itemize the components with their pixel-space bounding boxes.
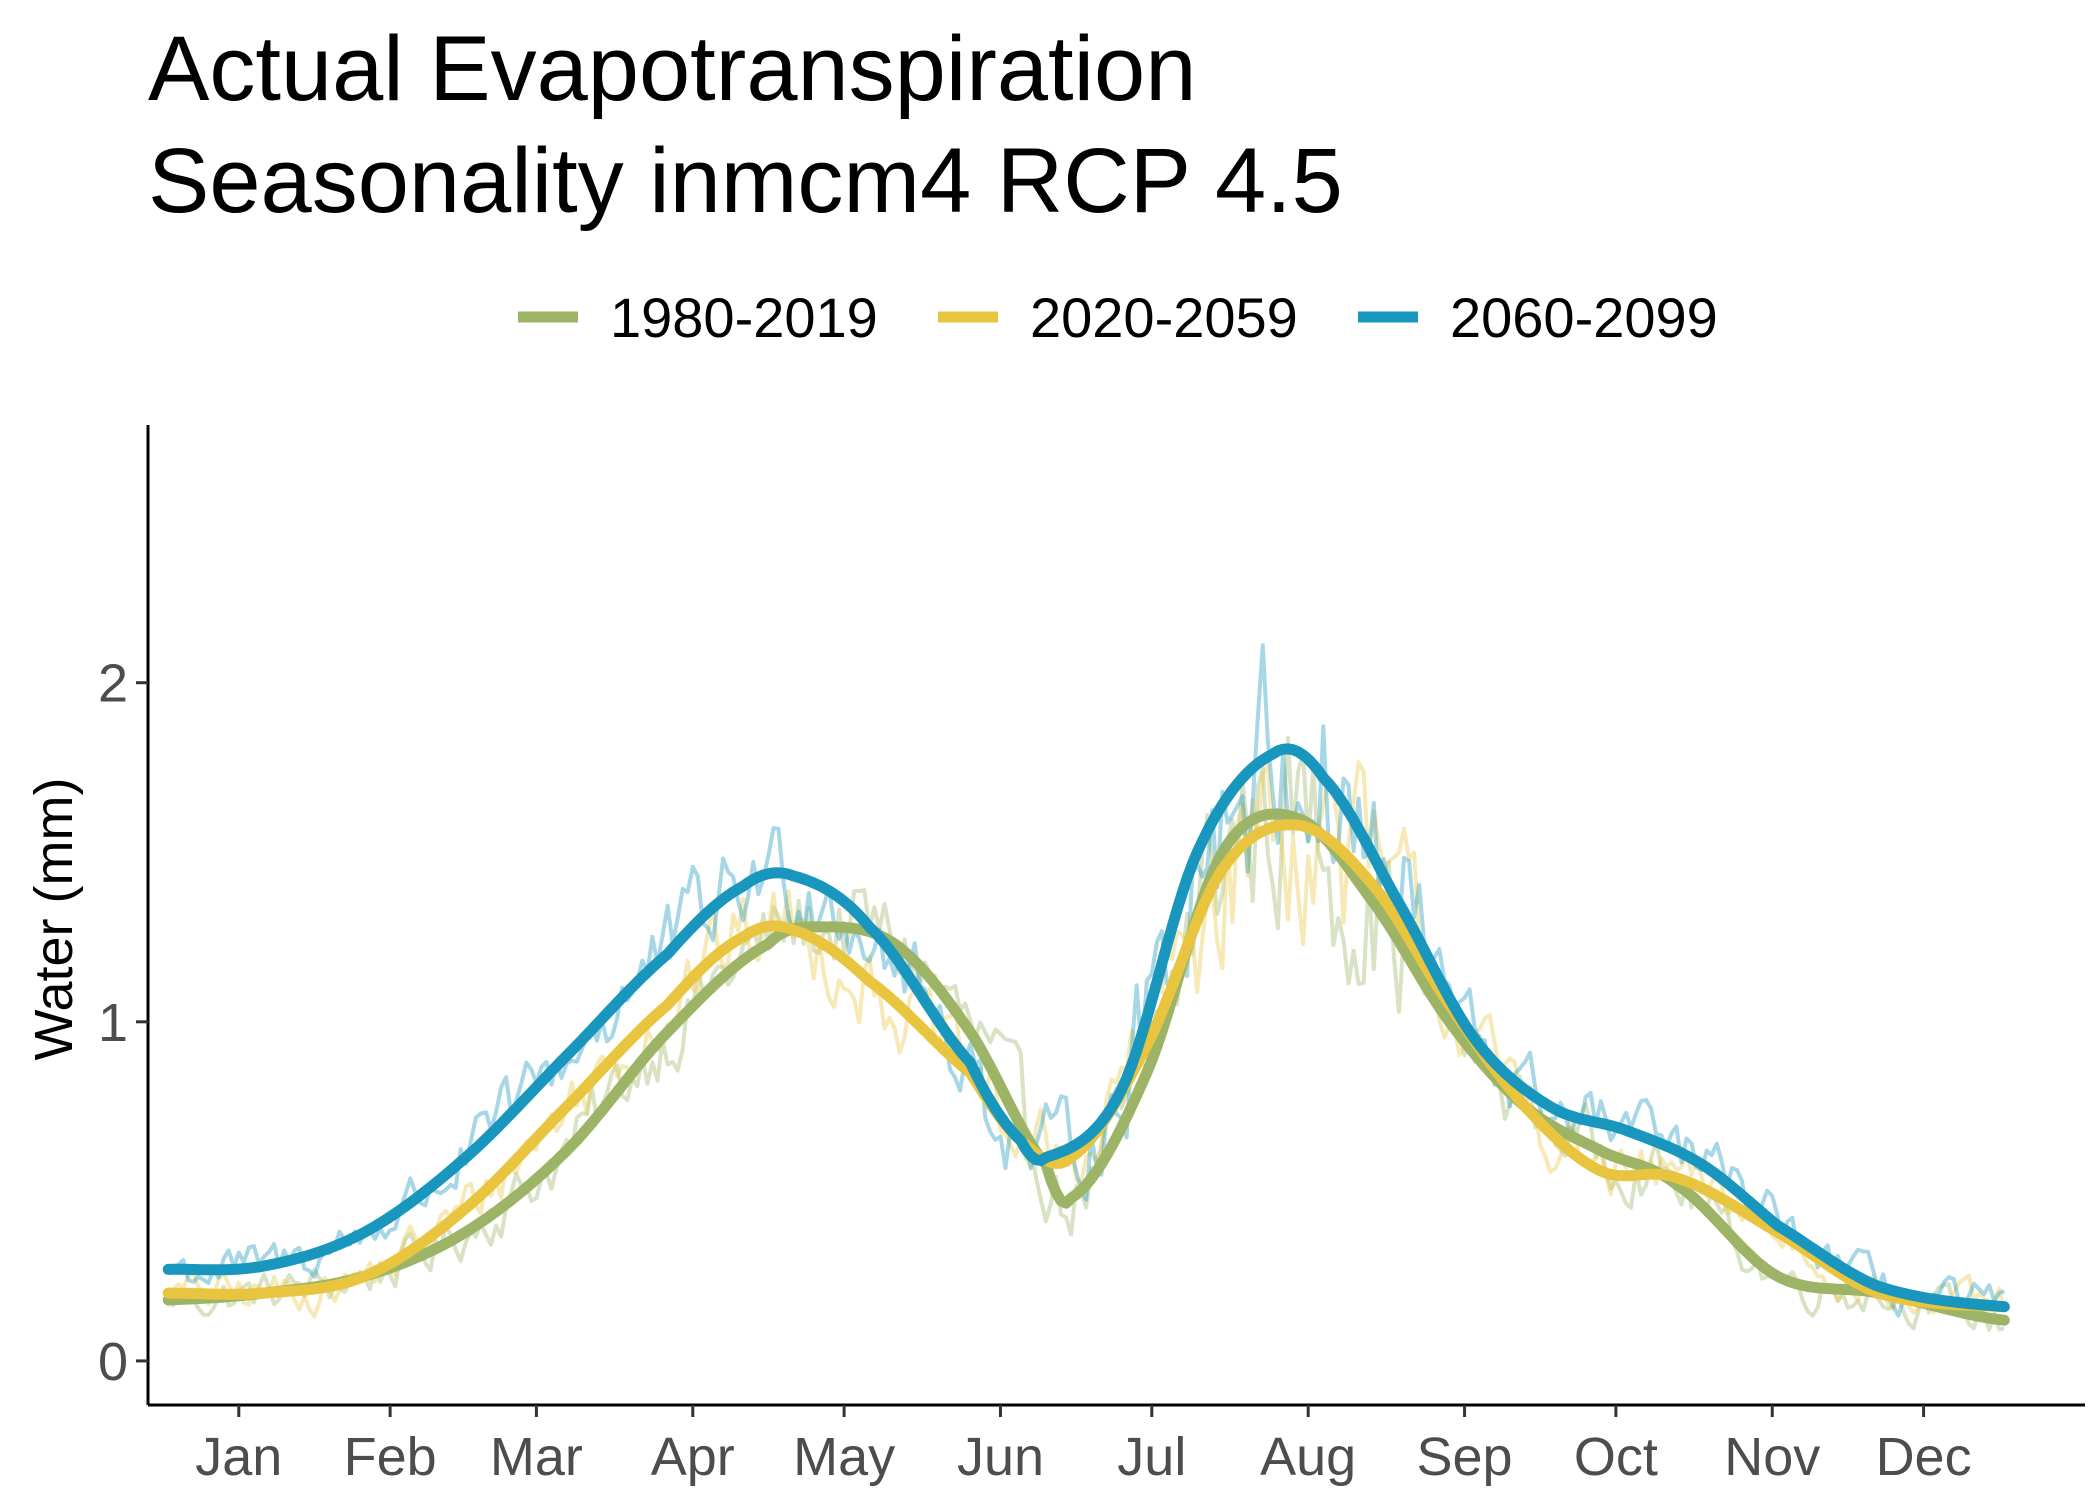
x-tick-label: Apr [651,1427,735,1487]
y-tick-label: 2 [98,654,128,714]
legend-label: 2020-2059 [1030,286,1298,349]
chart-title-line-2: Seasonality inmcm4 RCP 4.5 [148,130,1343,232]
y-axis-title: Water (mm) [24,778,84,1061]
y-tick-label: 1 [98,993,128,1053]
axes: 0 1 2 Jan Feb Mar Apr May Jun Jul Aug Sep Oct Nov Dec [98,425,2085,1487]
series-line-1980-2019 [162,808,2010,1326]
x-tick-label: Aug [1260,1427,1356,1487]
x-tick-label: Dec [1876,1427,1972,1487]
legend-label: 1980-2019 [610,286,878,349]
legend-item-2020-2059: 2020-2059 [938,286,1298,349]
x-tick-label: Jun [957,1427,1044,1487]
x-tick-label: Jan [195,1427,282,1487]
x-tick-label: Oct [1574,1427,1658,1487]
legend-item-1980-2019: 1980-2019 [518,286,878,349]
x-tick-label: May [793,1427,895,1487]
x-tick-label: Sep [1417,1427,1513,1487]
x-tick-label: Feb [344,1427,437,1487]
legend: 1980-2019 2020-2059 2060-2099 [518,286,1718,349]
y-tick-label: 0 [98,1332,128,1392]
chart-title-line-1: Actual Evapotranspiration [148,18,1196,120]
x-tick-label: Jul [1117,1427,1186,1487]
x-tick-label: Nov [1724,1427,1820,1487]
x-tick-label: Mar [490,1427,583,1487]
smoothed-series [162,743,2010,1326]
chart-title: Actual Evapotranspiration Seasonality in… [148,18,1343,232]
legend-item-2060-2099: 2060-2099 [1358,286,1718,349]
legend-label: 2060-2099 [1450,286,1718,349]
series-line-2060-2099 [162,743,2010,1313]
